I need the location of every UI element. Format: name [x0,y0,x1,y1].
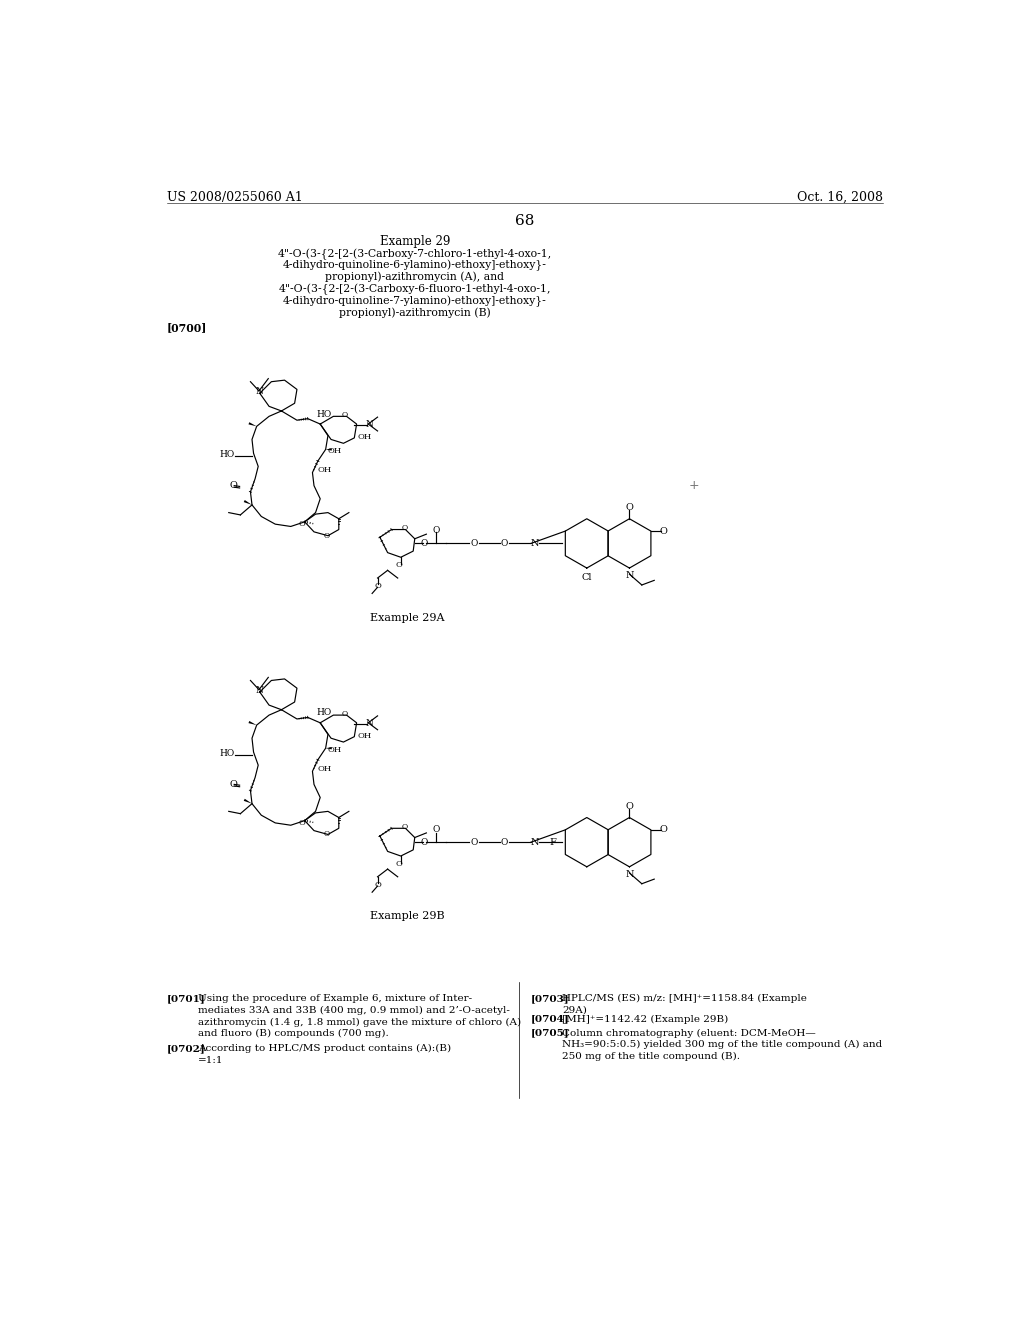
Text: O: O [299,520,306,528]
Text: HO: HO [220,450,234,459]
Text: O: O [659,825,668,834]
Text: 4-dihydro-quinoline-6-ylamino)-ethoxy]-ethoxy}-: 4-dihydro-quinoline-6-ylamino)-ethoxy]-e… [283,260,547,272]
Text: HO: HO [316,709,332,717]
Text: O: O [421,838,428,846]
Text: [0701]: [0701] [167,994,206,1003]
Text: Column chromatography (eluent: DCM-MeOH—
NH₃=90:5:0.5) yielded 300 mg of the tit: Column chromatography (eluent: DCM-MeOH—… [562,1028,883,1061]
Text: OH: OH [317,466,332,474]
Text: [MH]⁺=1142.42 (Example 29B): [MH]⁺=1142.42 (Example 29B) [562,1015,728,1024]
Text: Example 29B: Example 29B [370,911,444,921]
Text: OH: OH [357,433,372,441]
Text: O: O [501,838,508,846]
Text: O: O [471,838,478,846]
Text: O: O [659,527,668,536]
Text: HPLC/MS (ES) m/z: [MH]⁺=1158.84 (Example
29A): HPLC/MS (ES) m/z: [MH]⁺=1158.84 (Example… [562,994,807,1015]
Text: O: O [433,825,440,833]
Text: O: O [421,539,428,548]
Text: N: N [626,870,634,879]
Text: [0703]: [0703] [531,994,569,1003]
Text: OH: OH [328,447,342,455]
Polygon shape [244,500,252,506]
Text: HO: HO [220,750,234,758]
Text: O: O [229,482,238,490]
Text: N: N [530,838,539,846]
Text: O: O [299,818,306,826]
Text: OH: OH [357,731,372,741]
Text: OH: OH [317,766,332,774]
Text: Cl: Cl [582,573,592,582]
Text: propionyl)-azithromycin (A), and: propionyl)-azithromycin (A), and [326,272,504,282]
Text: O: O [374,880,381,888]
Text: US 2008/0255060 A1: US 2008/0255060 A1 [167,191,302,203]
Text: N: N [530,539,539,548]
Text: HO: HO [316,409,332,418]
Text: [0702]: [0702] [167,1044,206,1053]
Text: 4-dihydro-quinoline-7-ylamino)-ethoxy]-ethoxy}-: 4-dihydro-quinoline-7-ylamino)-ethoxy]-e… [283,296,547,306]
Text: Example 29A: Example 29A [370,612,444,623]
Text: 68: 68 [515,214,535,228]
Text: N: N [255,686,263,694]
Polygon shape [326,747,332,750]
Text: O: O [501,539,508,548]
Polygon shape [249,422,257,426]
Text: F: F [549,838,556,846]
Text: O: O [342,710,348,718]
Polygon shape [249,721,257,725]
Text: O: O [401,822,408,830]
Text: N: N [366,420,374,429]
Text: O: O [626,803,634,812]
Text: O: O [626,503,634,512]
Text: +: + [688,479,699,492]
Text: N: N [626,572,634,581]
Polygon shape [326,449,332,450]
Text: OH: OH [328,746,342,754]
Text: O: O [433,525,440,535]
Text: N: N [366,719,374,729]
Text: O: O [325,830,330,838]
Text: Using the procedure of Example 6, mixture of Inter-
mediates 33A and 33B (400 mg: Using the procedure of Example 6, mixtur… [198,994,521,1039]
Text: O: O [396,859,402,867]
Text: O: O [396,561,402,569]
Text: N: N [255,387,263,396]
Text: O: O [471,539,478,548]
Text: According to HPLC/MS product contains (A):(B)
=1:1: According to HPLC/MS product contains (A… [198,1044,451,1065]
Text: propionyl)-azithromycin (B): propionyl)-azithromycin (B) [339,308,490,318]
Text: O: O [374,582,381,590]
Text: O: O [325,532,330,540]
Text: O: O [229,780,238,789]
Text: 4"-O-(3-{2-[2-(3-Carboxy-6-fluoro-1-ethyl-4-oxo-1,: 4"-O-(3-{2-[2-(3-Carboxy-6-fluoro-1-ethy… [279,284,551,296]
Text: [0700]: [0700] [167,322,207,333]
Polygon shape [244,799,252,804]
Text: Example 29: Example 29 [380,235,450,248]
Text: O: O [401,524,408,532]
Text: Oct. 16, 2008: Oct. 16, 2008 [797,191,883,203]
Text: [0704]: [0704] [531,1015,569,1023]
Text: 4"-O-(3-{2-[2-(3-Carboxy-7-chloro-1-ethyl-4-oxo-1,: 4"-O-(3-{2-[2-(3-Carboxy-7-chloro-1-ethy… [278,248,552,260]
Text: [0705]: [0705] [531,1028,569,1038]
Text: O: O [342,411,348,418]
